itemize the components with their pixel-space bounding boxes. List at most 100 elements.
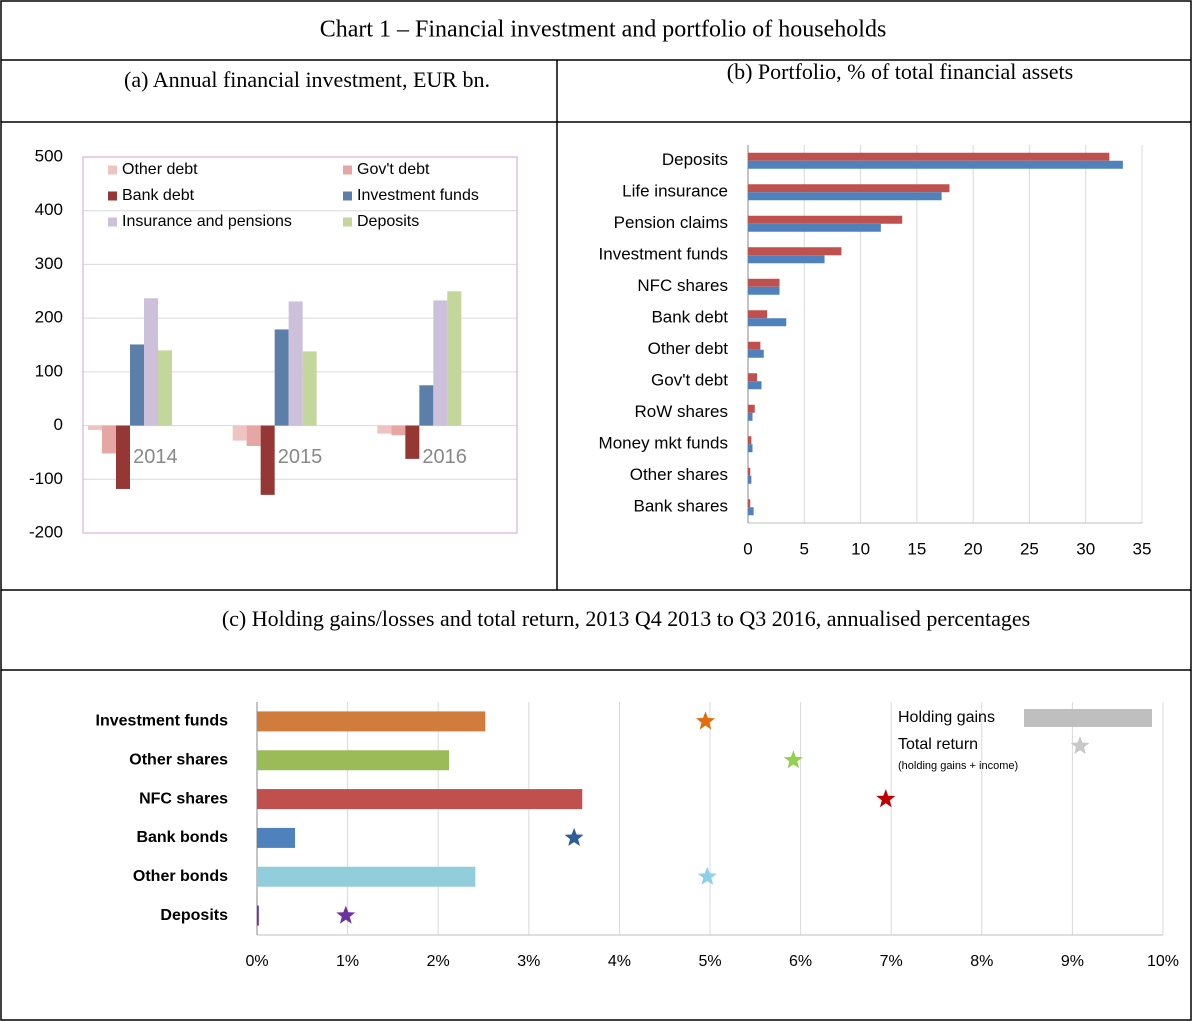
bar <box>260 425 275 495</box>
marker-star <box>876 789 896 808</box>
bar <box>377 425 392 434</box>
legend-label: Holding gains <box>898 709 995 726</box>
bar <box>257 711 486 732</box>
category-label: NFC shares <box>637 276 728 295</box>
category-label: Other shares <box>630 465 728 484</box>
bar <box>102 425 116 454</box>
category-label: Bank debt <box>651 308 728 327</box>
legend-swatch <box>343 165 352 175</box>
marker-star <box>696 711 715 730</box>
bar <box>274 329 289 426</box>
category-label: Money mkt funds <box>599 434 728 453</box>
bar <box>748 255 825 264</box>
bar <box>257 866 476 887</box>
legend-label: Total return <box>898 736 978 753</box>
plot-frame <box>82 156 518 534</box>
bar <box>447 291 462 426</box>
bar <box>257 750 450 771</box>
category-label: Life insurance <box>622 182 728 201</box>
legend-label: Bank debt <box>122 187 195 204</box>
bar <box>748 349 764 358</box>
category-label: Bank bonds <box>136 829 228 846</box>
x-tick-label: 9% <box>1061 953 1084 970</box>
x-tick-label: 6% <box>789 953 812 970</box>
marker-star <box>697 866 717 885</box>
bar <box>748 247 842 256</box>
x-tick-label: 0 <box>743 539 752 558</box>
x-tick-label: 5 <box>800 539 809 558</box>
y-tick-label: 200 <box>35 308 63 327</box>
category-label: 2015 <box>278 446 323 468</box>
x-tick-label: 10 <box>851 539 870 558</box>
bar <box>748 404 755 413</box>
bar <box>288 301 303 426</box>
legend-swatch <box>343 217 352 227</box>
legend-swatch <box>1024 709 1152 727</box>
bar <box>748 373 758 382</box>
bar <box>748 475 752 484</box>
legend-star <box>1070 736 1090 755</box>
category-label: Deposits <box>662 150 728 169</box>
x-tick-label: 10% <box>1147 953 1179 970</box>
x-tick-label: 25 <box>1020 539 1039 558</box>
bar <box>748 341 761 350</box>
bar <box>405 425 420 459</box>
category-label: Investment funds <box>599 245 728 264</box>
legend-note: (holding gains + income) <box>898 760 1018 772</box>
category-label: Other bonds <box>133 868 228 885</box>
bar <box>748 436 752 445</box>
category-label: 2014 <box>133 446 178 468</box>
x-tick-label: 5% <box>698 953 721 970</box>
bar <box>748 286 780 295</box>
legend-label: Insurance and pensions <box>122 213 292 230</box>
bar <box>144 298 158 426</box>
chart-title: (b) Portfolio, % of total financial asse… <box>727 59 1073 84</box>
marker-star <box>783 750 803 769</box>
y-tick-label: -100 <box>29 469 63 488</box>
bar <box>257 789 583 810</box>
bar <box>748 499 751 508</box>
bar <box>748 192 942 201</box>
x-tick-label: 7% <box>880 953 903 970</box>
x-tick-label: 8% <box>970 953 993 970</box>
bar <box>748 160 1123 169</box>
x-tick-label: 0% <box>245 953 268 970</box>
bar <box>246 425 261 446</box>
bar <box>748 223 881 232</box>
y-tick-label: 400 <box>35 200 63 219</box>
bar <box>88 425 102 430</box>
category-label: RoW shares <box>634 402 728 421</box>
chart-title: (a) Annual financial investment, EUR bn. <box>124 67 490 92</box>
chart-title: (c) Holding gains/losses and total retur… <box>222 606 1030 631</box>
category-label: Bank shares <box>634 497 729 516</box>
category-label: Other debt <box>648 339 729 358</box>
bar <box>748 152 1110 161</box>
bar <box>748 381 762 390</box>
y-tick-label: 300 <box>35 254 63 273</box>
bar <box>748 215 903 224</box>
bar <box>748 184 950 193</box>
marker-star <box>564 827 584 846</box>
bar <box>257 905 259 926</box>
bar <box>748 444 753 453</box>
bar <box>116 425 130 489</box>
x-tick-label: 3% <box>517 953 540 970</box>
bar <box>748 318 787 327</box>
bar <box>232 425 247 441</box>
x-tick-label: 35 <box>1133 539 1152 558</box>
x-tick-label: 2% <box>427 953 450 970</box>
legend-swatch <box>343 191 352 201</box>
legend-label: Other debt <box>122 161 198 178</box>
bar <box>158 350 172 426</box>
y-tick-label: 100 <box>35 361 63 380</box>
category-label: Other shares <box>129 751 228 768</box>
marker-star <box>336 905 356 924</box>
legend-label: Deposits <box>357 213 419 230</box>
y-tick-label: -200 <box>29 522 63 541</box>
bar <box>391 425 406 436</box>
category-label: NFC shares <box>139 790 228 807</box>
bar <box>748 310 768 319</box>
bar <box>748 507 754 516</box>
